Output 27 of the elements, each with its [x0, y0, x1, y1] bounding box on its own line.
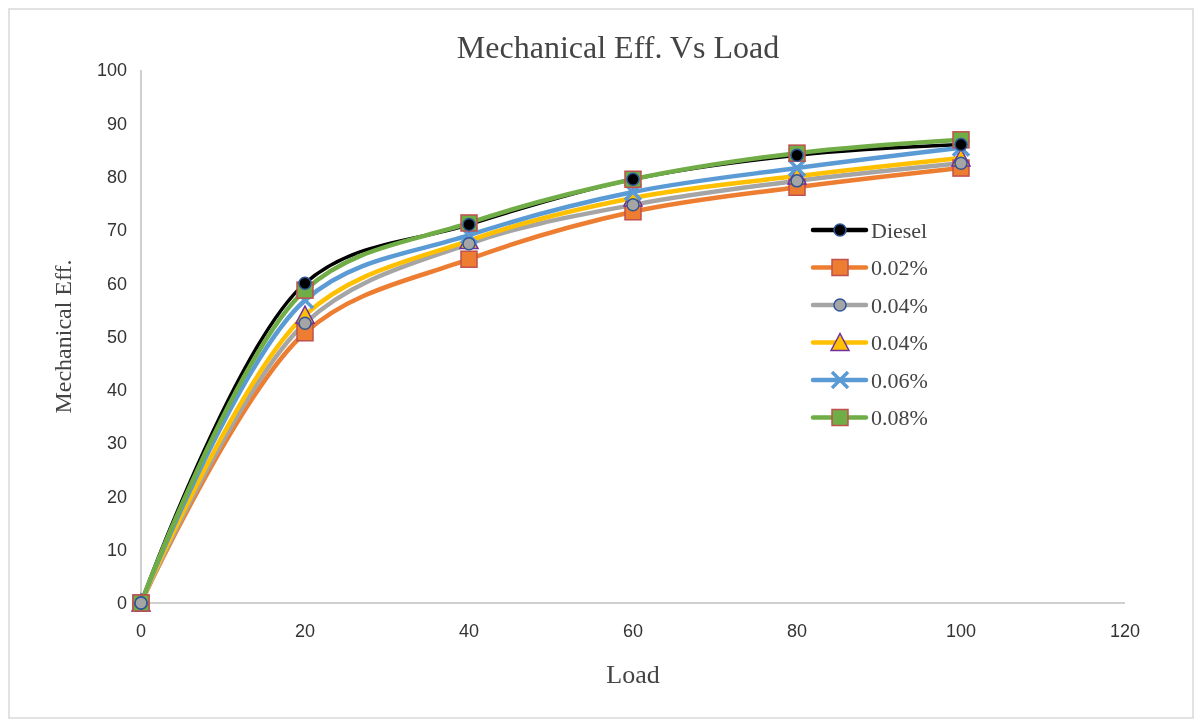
y-tick-label: 100: [96, 60, 127, 81]
y-tick-label: 60: [106, 273, 127, 294]
legend-label: 0.08%: [871, 405, 928, 431]
x-tick-label: 60: [622, 621, 644, 641]
x-tick-label: 0: [135, 621, 147, 641]
x-tick-label: 120: [1109, 621, 1141, 641]
y-tick-label: 10: [106, 540, 127, 560]
legend-label: 0.04%: [871, 292, 928, 318]
x-tick-label: 40: [458, 621, 480, 641]
x-axis-title: Load: [606, 660, 660, 689]
legend-label: 0.06%: [871, 367, 928, 393]
y-tick-label: 70: [106, 220, 127, 241]
y-tick-label: 20: [106, 486, 127, 507]
y-tick-label: 30: [106, 433, 127, 454]
legend-label: 0.02%: [871, 255, 928, 281]
chart-title: Mechanical Eff. Vs Load: [456, 29, 780, 65]
y-tick-label: 40: [106, 380, 127, 401]
legend-label: 0.04%: [871, 330, 928, 356]
y-tick-label: 90: [106, 113, 127, 134]
legend-label: Diesel: [871, 217, 928, 243]
x-tick-label: 20: [294, 621, 316, 641]
y-tick-label: 0: [116, 593, 127, 614]
x-tick-label: 100: [945, 621, 977, 641]
y-tick-label: 50: [106, 326, 127, 347]
y-axis-title: Mechanical Eff.: [50, 259, 76, 414]
y-tick-label: 80: [106, 166, 127, 187]
x-tick-label: 80: [786, 621, 808, 641]
